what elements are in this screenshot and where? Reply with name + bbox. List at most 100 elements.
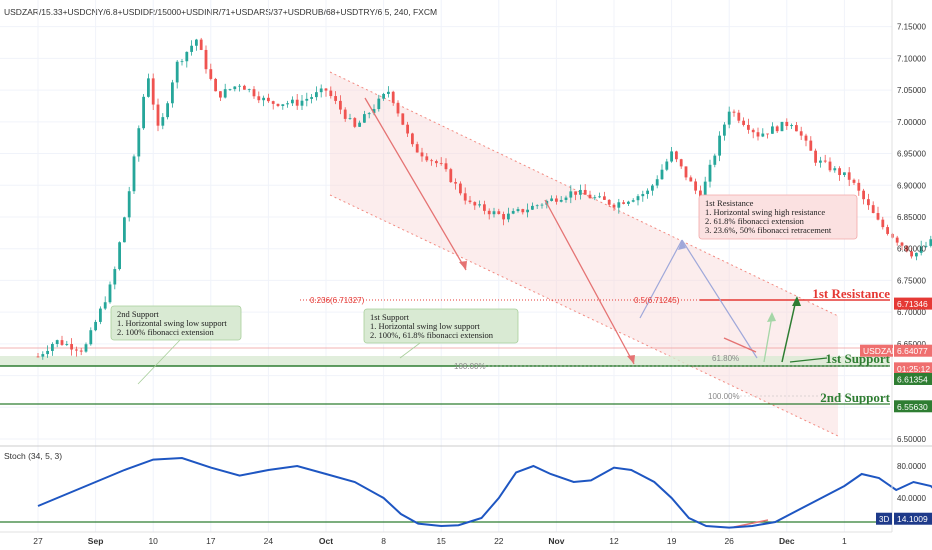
candle-body <box>113 269 117 285</box>
candle-body <box>60 340 64 345</box>
candle-body <box>449 169 453 183</box>
price-tick-label: 6.70000 <box>897 308 926 317</box>
candle-body <box>166 103 169 118</box>
candle-body <box>651 185 654 191</box>
time-tick-label: 10 <box>148 536 158 546</box>
svg-text:2nd Support 1. Horizonta: 2nd Support 1. Horizontal swing low supp… <box>117 309 229 337</box>
candle-body <box>550 198 553 201</box>
time-tick-label: 8 <box>381 536 386 546</box>
projection-arrow-light <box>763 315 773 363</box>
candle-body <box>209 69 213 79</box>
projection-arrow-down <box>789 357 828 363</box>
candle-body <box>521 209 525 213</box>
stoch-axis: 40.0000 80.0000 <box>897 462 926 503</box>
time-tick-label: 17 <box>206 536 216 546</box>
candle-body <box>142 96 145 129</box>
candle-body <box>276 103 280 106</box>
candle-body <box>487 210 491 215</box>
stoch-value-tag: 14.1009 <box>897 514 928 524</box>
time-tick-label: 19 <box>667 536 677 546</box>
time-tick-label: 15 <box>436 536 446 546</box>
candle-body <box>89 330 93 345</box>
candle-body <box>780 121 784 132</box>
candle-body <box>727 111 731 125</box>
resistance-price-tag-bg <box>894 297 932 310</box>
stoch-line <box>37 456 932 529</box>
candle-body <box>847 172 851 180</box>
candle-body <box>118 242 121 270</box>
swing-arrow-1 <box>364 97 467 271</box>
candle-body <box>737 112 741 121</box>
divergence-line-stoch <box>733 519 769 528</box>
projection-arrow-up <box>781 299 797 363</box>
candle-body <box>51 344 54 351</box>
candle-body <box>507 213 510 220</box>
candle-body <box>195 39 198 46</box>
candle-body <box>598 196 601 198</box>
candle-body <box>391 91 395 103</box>
candle-body <box>454 182 457 184</box>
candle-body <box>315 92 318 98</box>
candle-body <box>41 354 45 357</box>
candle-body <box>223 89 227 98</box>
candle-body <box>641 194 645 197</box>
candle-body <box>185 51 189 62</box>
candle-body <box>291 99 294 104</box>
candle-body <box>612 204 616 208</box>
stoch-title: Stoch (34, 5, 3) <box>4 451 62 461</box>
candle-body <box>924 245 928 247</box>
candle-body <box>593 197 597 199</box>
candle-body <box>175 61 179 83</box>
candle-body <box>147 78 150 97</box>
candle-body <box>348 118 352 119</box>
first-resistance-label: 1st Resistance <box>812 286 890 301</box>
candle-body <box>334 96 337 101</box>
candle-body <box>305 98 309 101</box>
candle-body <box>199 39 203 50</box>
candle-body <box>99 308 102 322</box>
candle-body <box>502 214 505 220</box>
candle-body <box>684 166 688 178</box>
time-tick-label: 22 <box>494 536 504 546</box>
chart-title: USDZAR/15.33+USDCNY/6.8+USDIDR/15000+USD… <box>4 7 437 17</box>
candle-body <box>300 100 304 106</box>
candle-body <box>123 217 126 243</box>
candle-body <box>579 189 582 195</box>
candle-body <box>857 182 861 191</box>
candle-body <box>516 209 520 212</box>
candle-body <box>444 163 448 170</box>
support2-callout: 2nd Support 1. Horizontal swing low supp… <box>110 305 242 385</box>
candle-body <box>459 183 462 194</box>
candle-body <box>862 190 865 200</box>
candle-body <box>646 190 649 195</box>
candle-body <box>127 191 131 218</box>
time-tick-label: 27 <box>33 536 43 546</box>
candle-body <box>411 133 414 145</box>
candle-body <box>267 97 270 102</box>
candle-body <box>108 284 112 303</box>
candle-body <box>415 144 419 153</box>
candle-body <box>713 155 717 165</box>
fib-05-label: 0.5(6.71245) <box>634 296 680 305</box>
fib-618-label: 61.80% <box>712 354 739 363</box>
svg-text:1st Resistance 1. Horizo: 1st Resistance 1. Horizontal swing high … <box>705 198 832 235</box>
candle-body <box>871 205 875 214</box>
candle-body <box>75 349 78 351</box>
candle-body <box>329 90 333 97</box>
candle-body <box>70 344 73 350</box>
time-tick-label: 24 <box>264 536 274 546</box>
price-tick-label: 7.00000 <box>897 118 926 127</box>
candle-body <box>703 181 707 202</box>
candle-body <box>511 211 515 214</box>
projection-arrow-light-head <box>767 312 776 322</box>
candle-body <box>103 302 107 309</box>
candle-body <box>531 205 534 210</box>
candle-body <box>607 199 611 205</box>
candle-body <box>387 91 390 94</box>
swing-arrow-3-head <box>678 240 686 250</box>
candle-body <box>79 350 83 352</box>
time-tick-label: 26 <box>724 536 734 546</box>
candle-body <box>919 246 923 253</box>
support2-price-tag: 6.55630 <box>897 402 928 412</box>
